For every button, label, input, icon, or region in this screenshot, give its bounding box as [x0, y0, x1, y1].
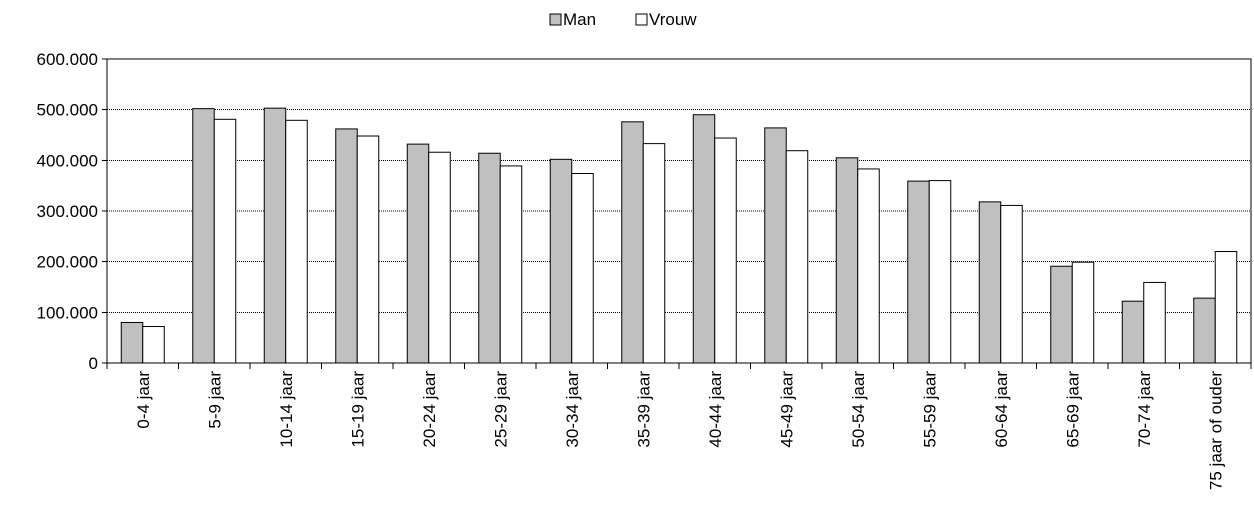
bar-vrouw — [356, 135, 380, 364]
bar-man — [263, 107, 287, 364]
bar-vrouw — [642, 143, 666, 364]
x-tick-label: 40-44 jaar — [706, 371, 725, 448]
bar-vrouw — [142, 326, 165, 364]
bar-vrouw — [1071, 261, 1095, 364]
x-tick-label: 55-59 jaar — [920, 371, 939, 448]
bar-vrouw — [1000, 204, 1023, 364]
x-tick-label: 15-19 jaar — [348, 371, 367, 448]
bar-man — [335, 128, 358, 364]
x-tick-label: 0-4 jaar — [134, 371, 153, 429]
legend-label-man: Man — [563, 10, 596, 29]
x-tick-label: 30-34 jaar — [563, 371, 582, 448]
bar-vrouw — [714, 137, 737, 364]
bar-man — [1193, 297, 1216, 364]
y-axis-ticks: 0 100.000 200.000 300.000 400.000 500.000 600.… — [37, 50, 107, 373]
bar-vrouw — [428, 151, 451, 364]
bar-man — [549, 158, 573, 364]
x-tick-label: 70-74 jaar — [1135, 371, 1154, 448]
x-tick-label: 25-29 jaar — [491, 371, 510, 448]
y-tick-label: 100.000 — [37, 303, 98, 322]
legend-swatch-vrouw — [635, 13, 648, 26]
bar-vrouw — [857, 168, 880, 364]
y-tick-label: 600.000 — [37, 50, 98, 69]
bar-man — [192, 108, 215, 364]
x-tick-label: 75 jaar of ouder — [1206, 371, 1225, 490]
legend: Man Vrouw — [549, 10, 697, 29]
y-tick-label: 300.000 — [37, 202, 98, 221]
x-tick-label: 20-24 jaar — [420, 371, 439, 448]
x-tick-label: 5-9 jaar — [205, 371, 224, 429]
legend-label-vrouw: Vrouw — [649, 10, 697, 29]
bar-vrouw — [285, 119, 308, 364]
bars — [120, 107, 1238, 364]
bar-vrouw — [785, 150, 809, 364]
bar-vrouw — [1143, 281, 1166, 364]
bar-man — [1050, 265, 1073, 364]
bar-man — [621, 121, 644, 364]
x-tick-label: 35-39 jaar — [634, 371, 653, 448]
x-axis-ticks: 0-4 jaar 5-9 jaar 10-14 jaar 15-19 jaar 20-2… — [106, 363, 1252, 490]
bar-man — [835, 157, 859, 364]
legend-swatch-man — [549, 13, 562, 26]
bar-man — [120, 321, 144, 364]
y-tick-label: 0 — [89, 354, 98, 373]
bar-vrouw — [213, 118, 237, 364]
bar-man — [692, 114, 716, 364]
x-tick-label: 60-64 jaar — [992, 371, 1011, 448]
x-tick-label: 65-69 jaar — [1063, 371, 1082, 448]
bar-man — [764, 127, 787, 364]
bar-man — [907, 180, 930, 364]
y-tick-label: 500.000 — [37, 101, 98, 120]
bar-man — [1121, 300, 1145, 364]
x-tick-label: 50-54 jaar — [849, 371, 868, 448]
bar-vrouw — [571, 173, 594, 364]
bar-man — [478, 152, 501, 364]
bar-vrouw — [1214, 251, 1238, 364]
y-tick-label: 400.000 — [37, 151, 98, 170]
x-tick-label: 10-14 jaar — [277, 371, 296, 448]
bar-man — [978, 201, 1002, 364]
x-tick-label: 45-49 jaar — [777, 371, 796, 448]
bar-man — [406, 143, 430, 364]
bar-vrouw — [928, 180, 952, 364]
y-tick-label: 200.000 — [37, 253, 98, 272]
bar-vrouw — [499, 165, 523, 364]
